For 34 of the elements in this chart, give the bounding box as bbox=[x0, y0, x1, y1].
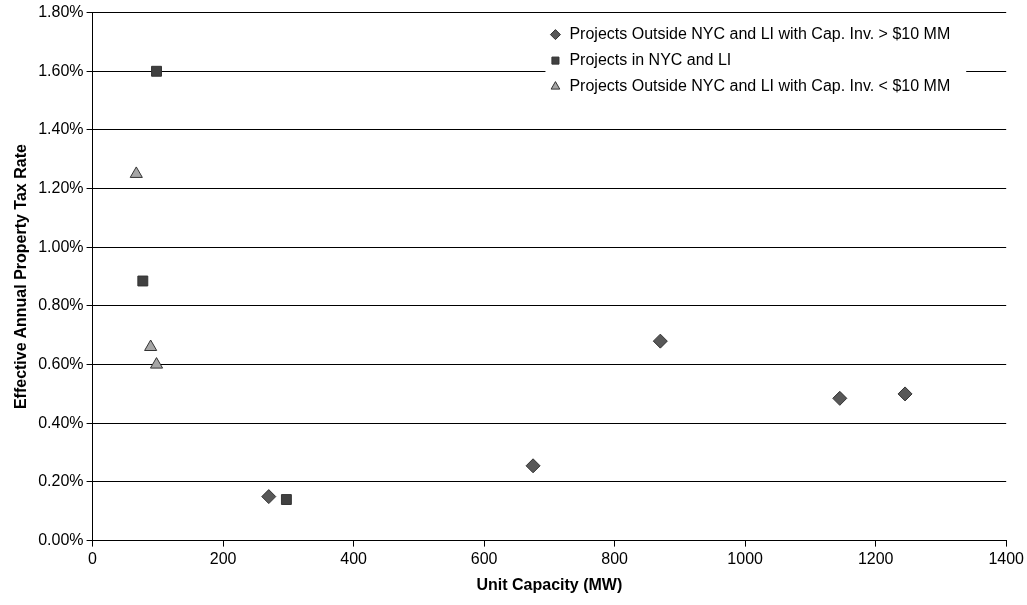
legend-label: Projects in NYC and LI bbox=[569, 51, 732, 69]
point bbox=[151, 65, 162, 77]
x-tick-label: 800 bbox=[601, 549, 629, 567]
y-tick-label: 0.60% bbox=[38, 355, 84, 373]
x-tick-label: 200 bbox=[209, 549, 237, 567]
x-tick-label: 0 bbox=[88, 549, 98, 567]
point bbox=[261, 489, 277, 505]
point bbox=[149, 357, 164, 369]
y-tick-label: 0.00% bbox=[38, 531, 84, 549]
x-tick-label: 600 bbox=[470, 549, 498, 567]
point bbox=[280, 494, 292, 505]
y-tick-label: 1.60% bbox=[38, 61, 84, 79]
point bbox=[137, 275, 149, 287]
y-tick-label: 0.40% bbox=[38, 413, 84, 431]
y-tick-label: 1.40% bbox=[38, 120, 84, 138]
y-tick-label: 0.80% bbox=[38, 296, 84, 314]
legend-label: Projects Outside NYC and LI with Cap. Inv. > $10 MM bbox=[569, 25, 951, 43]
x-tick-label: 1400 bbox=[988, 549, 1025, 567]
y-tick-label: 1.20% bbox=[38, 179, 84, 197]
point bbox=[897, 386, 913, 402]
point bbox=[652, 333, 668, 349]
y-tick-label: 0.20% bbox=[38, 472, 84, 490]
legend-label: Projects Outside NYC and LI with Cap. Inv. < $10 MM bbox=[569, 77, 951, 95]
y-tick-label: 1.80% bbox=[38, 3, 84, 21]
point bbox=[129, 166, 143, 178]
x-tick-label: 400 bbox=[340, 549, 368, 567]
x-axis-title: Unit Capacity (MW) bbox=[476, 575, 623, 593]
point bbox=[525, 458, 541, 474]
point bbox=[144, 339, 158, 351]
x-tick-label: 1200 bbox=[857, 549, 894, 567]
x-tick-label: 1000 bbox=[727, 549, 764, 567]
y-axis-title: Effective Annual Property Tax Rate bbox=[12, 144, 30, 410]
y-tick-label: 1.00% bbox=[38, 237, 84, 255]
point bbox=[832, 390, 848, 406]
